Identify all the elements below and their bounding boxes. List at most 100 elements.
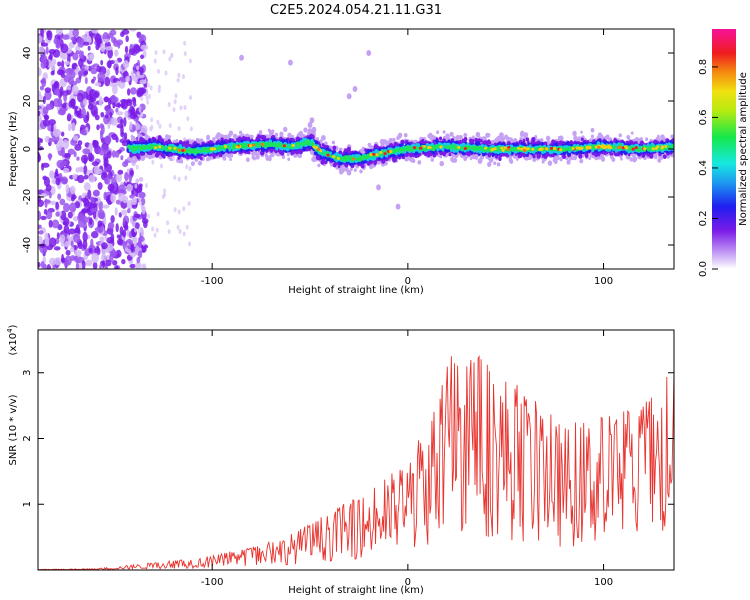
noise-speck bbox=[188, 166, 192, 172]
noise-blob bbox=[107, 48, 113, 59]
noise-blob bbox=[91, 252, 99, 264]
noise-speck bbox=[176, 77, 180, 83]
noise-blob bbox=[87, 103, 94, 110]
noise-blob bbox=[63, 202, 71, 213]
noise-blob bbox=[48, 170, 55, 179]
noise-blob bbox=[138, 184, 143, 193]
noise-blob bbox=[83, 164, 88, 175]
noise-blob bbox=[135, 178, 140, 184]
noise-blob bbox=[38, 235, 43, 245]
noise-blob bbox=[124, 158, 129, 165]
ridge-dot bbox=[222, 156, 227, 161]
noise-blob bbox=[77, 174, 85, 184]
noise-blob bbox=[76, 156, 80, 161]
noise-blob bbox=[85, 35, 92, 42]
ridge-dot bbox=[199, 156, 203, 161]
noise-blob bbox=[44, 90, 52, 101]
noise-blob bbox=[77, 92, 84, 103]
noise-blob bbox=[54, 88, 62, 96]
noise-blob bbox=[95, 168, 103, 175]
noise-blob bbox=[43, 176, 51, 187]
noise-blob bbox=[39, 243, 47, 248]
noise-blob bbox=[86, 94, 91, 100]
noise-blob bbox=[122, 195, 129, 204]
noise-speck bbox=[178, 228, 182, 234]
noise-blob bbox=[44, 87, 52, 93]
noise-blob bbox=[99, 236, 105, 243]
noise-blob bbox=[101, 242, 108, 250]
noise-blob bbox=[43, 208, 48, 215]
noise-speck bbox=[173, 99, 177, 105]
ridge-dot bbox=[408, 156, 412, 161]
ridge-dot bbox=[303, 127, 308, 133]
noise-speck bbox=[173, 175, 177, 181]
noise-speck bbox=[183, 104, 187, 110]
ridge-dot bbox=[383, 139, 388, 145]
noise-blob bbox=[38, 137, 42, 143]
ridge-dot bbox=[349, 167, 353, 172]
noise-speck bbox=[135, 164, 139, 170]
noise-blob bbox=[129, 105, 134, 115]
ridge-dot bbox=[532, 154, 536, 159]
noise-blob bbox=[138, 176, 144, 182]
noise-blob bbox=[98, 96, 103, 107]
noise-speck bbox=[150, 117, 154, 123]
noise-blob bbox=[115, 172, 123, 183]
noise-blob bbox=[70, 98, 76, 107]
noise-blob bbox=[101, 260, 106, 269]
noise-blob bbox=[63, 217, 70, 227]
noise-blob bbox=[77, 241, 83, 250]
noise-blob bbox=[40, 193, 48, 198]
noise-blob bbox=[138, 106, 142, 113]
ridge-dot bbox=[588, 156, 592, 161]
noise-blob bbox=[77, 213, 85, 222]
noise-blob bbox=[115, 136, 119, 143]
noise-blob bbox=[100, 111, 105, 118]
ridge-dot bbox=[493, 139, 497, 144]
noise-blob bbox=[75, 262, 80, 269]
spectrogram-marks bbox=[38, 29, 674, 269]
noise-blob bbox=[94, 33, 102, 44]
noise-blob bbox=[107, 171, 113, 180]
noise-blob bbox=[117, 238, 123, 246]
noise-blob bbox=[103, 157, 109, 166]
ridge-dot bbox=[190, 161, 195, 167]
noise-blob bbox=[49, 237, 57, 248]
noise-blob bbox=[114, 207, 118, 216]
ridge-dot bbox=[479, 155, 483, 160]
ridge-dot bbox=[274, 132, 279, 137]
ridge-dot bbox=[149, 154, 153, 159]
ridge-dot bbox=[496, 162, 501, 167]
ridge-dot bbox=[600, 134, 604, 139]
noise-blob bbox=[129, 121, 133, 131]
noise-blob bbox=[83, 201, 90, 207]
noise-blob bbox=[82, 148, 91, 155]
ridge-dot bbox=[455, 134, 460, 140]
noise-blob bbox=[90, 196, 95, 203]
noise-speck bbox=[186, 116, 190, 122]
ridge-dot bbox=[551, 139, 556, 145]
noise-blob bbox=[122, 60, 130, 69]
ridge-dot bbox=[479, 159, 483, 163]
noise-blob bbox=[87, 45, 91, 51]
ridge-dot bbox=[519, 137, 523, 141]
noise-blob bbox=[70, 240, 74, 247]
ridge-dot bbox=[227, 133, 232, 138]
noise-blob bbox=[54, 257, 62, 266]
noise-blob bbox=[130, 70, 135, 78]
ridge-dot bbox=[255, 152, 259, 156]
noise-blob bbox=[59, 234, 66, 243]
ridge-dot bbox=[620, 157, 623, 161]
noise-blob bbox=[124, 110, 129, 118]
ridge-dot bbox=[660, 134, 665, 141]
noise-blob bbox=[77, 37, 85, 48]
ridge-dot bbox=[580, 130, 583, 134]
ridge-dot bbox=[519, 130, 525, 137]
ridge-dot bbox=[265, 134, 269, 138]
noise-blob bbox=[70, 196, 75, 202]
ridge-dot bbox=[403, 133, 408, 138]
noise-blob bbox=[40, 29, 44, 37]
noise-blob bbox=[115, 223, 119, 233]
noise-speck bbox=[176, 224, 180, 230]
